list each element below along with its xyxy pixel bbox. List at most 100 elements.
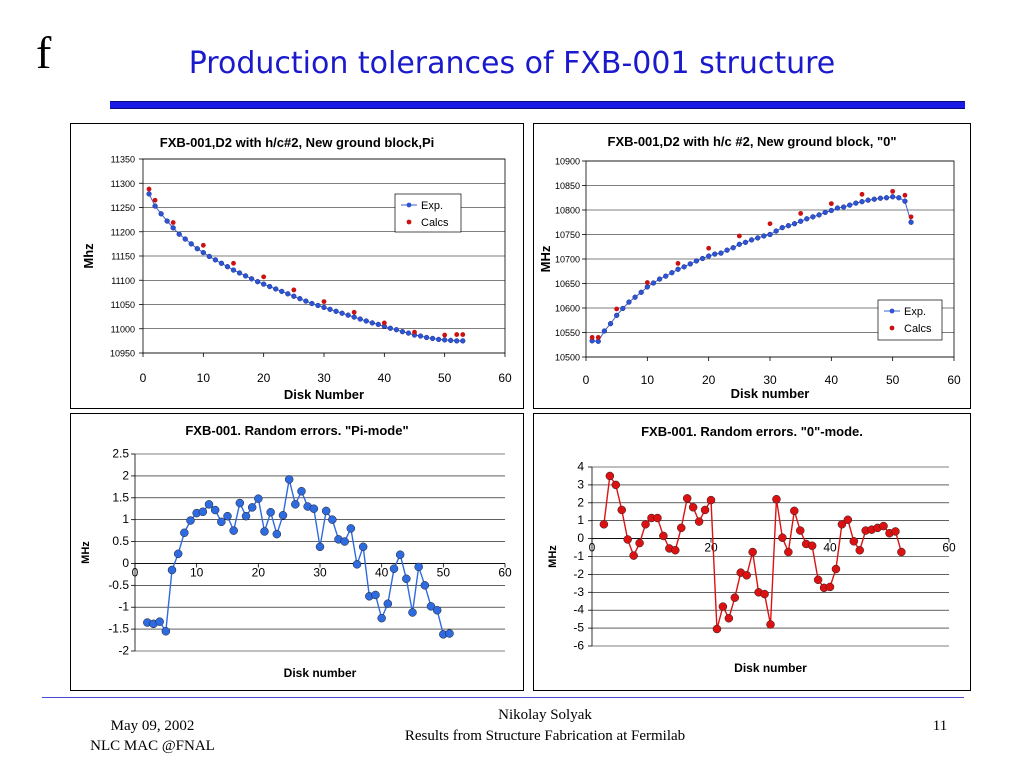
data-point (358, 542, 368, 552)
calc-point (706, 245, 712, 251)
calc-point (170, 220, 176, 225)
data-point (877, 195, 884, 201)
data-point (254, 494, 263, 503)
x-tick-label: 60 (947, 373, 961, 387)
data-point (399, 329, 406, 335)
x-tick-label: 40 (375, 565, 389, 579)
data-point (309, 300, 315, 307)
data-point (879, 521, 888, 531)
data-point (327, 306, 333, 313)
calc-point (231, 260, 236, 266)
x-tick-label: 0 (583, 373, 590, 387)
data-point (772, 494, 781, 504)
data-point (247, 503, 257, 512)
data-point (284, 475, 294, 484)
data-point (712, 251, 718, 257)
data-point (675, 266, 681, 272)
data-point (896, 195, 902, 201)
data-point (796, 526, 805, 535)
x-axis-label: Disk Number (284, 387, 364, 402)
x-tick-label: 30 (763, 373, 777, 387)
y-tick-label: -3 (573, 585, 584, 599)
y-tick-label: 0 (577, 531, 584, 545)
data-point (146, 191, 152, 197)
calc-point (767, 221, 773, 227)
y-tick-label: 1 (577, 513, 584, 527)
footer-divider (42, 697, 964, 698)
data-point (908, 219, 914, 225)
data-point (834, 205, 841, 211)
data-point (152, 203, 158, 209)
data-point (871, 196, 877, 202)
x-tick-label: 0 (589, 541, 596, 555)
data-point (840, 204, 847, 210)
y-axis-label: MHz (538, 245, 553, 272)
data-point (766, 620, 775, 629)
data-point (357, 316, 363, 322)
y-tick-label: -1 (573, 549, 584, 563)
calc-point (146, 186, 152, 192)
y-tick-label: 10900 (555, 157, 580, 167)
data-point (417, 333, 424, 339)
chart-zero-frequency: FXB-001,D2 with h/c #2, New ground block… (538, 134, 961, 401)
y-tick-label: 10600 (555, 304, 580, 314)
slide-logo: f (36, 27, 52, 78)
data-point (340, 537, 349, 546)
data-point (891, 527, 900, 536)
data-point (229, 526, 238, 535)
data-point (241, 511, 251, 521)
data-point (383, 599, 393, 608)
calc-point (152, 197, 158, 203)
calc-point (798, 211, 804, 216)
data-point (822, 209, 828, 216)
x-tick-label: 40 (825, 373, 839, 387)
data-point (641, 520, 650, 529)
data-point (420, 581, 430, 590)
data-point (395, 550, 405, 559)
data-point (442, 337, 448, 343)
data-point (291, 293, 297, 299)
data-point (635, 538, 644, 548)
data-point (706, 495, 716, 505)
data-point (321, 304, 327, 311)
x-axis-label: Disk number (734, 661, 807, 675)
data-point (297, 296, 303, 302)
data-point (377, 613, 386, 623)
data-point (375, 321, 381, 328)
calc-point (381, 320, 387, 326)
x-axis-label: Disk number (731, 386, 810, 401)
data-point (369, 320, 375, 326)
data-point (755, 235, 761, 241)
y-tick-label: 10650 (555, 279, 580, 289)
y-tick-label: 10500 (555, 353, 580, 363)
data-point (784, 547, 793, 557)
y-axis-label: MHz (80, 541, 92, 564)
x-tick-label: 60 (942, 541, 956, 555)
footer-date: May 09, 2002 (110, 718, 195, 734)
y-tick-label: 2.5 (112, 447, 129, 461)
y-tick-label: 4 (577, 460, 584, 474)
data-point (712, 624, 722, 634)
data-point (902, 198, 908, 204)
data-point (699, 255, 706, 262)
data-point (663, 273, 669, 279)
data-point (402, 574, 411, 584)
y-tick-label: 1.5 (112, 490, 129, 504)
legend-box (394, 193, 462, 233)
data-point (790, 506, 799, 516)
data-point (730, 593, 740, 602)
data-point (611, 480, 621, 490)
data-point (297, 486, 306, 496)
data-point (279, 288, 285, 295)
calc-point (200, 242, 206, 248)
data-point (223, 511, 232, 521)
data-point (242, 273, 249, 279)
data-point (682, 494, 692, 503)
y-tick-label: 10800 (555, 206, 580, 216)
data-point (352, 560, 362, 569)
calc-point (890, 188, 896, 194)
x-axis-label: Disk number (284, 666, 357, 680)
data-point (206, 253, 213, 260)
x-tick-label: 10 (641, 373, 655, 387)
y-tick-label: 11150 (111, 252, 135, 262)
